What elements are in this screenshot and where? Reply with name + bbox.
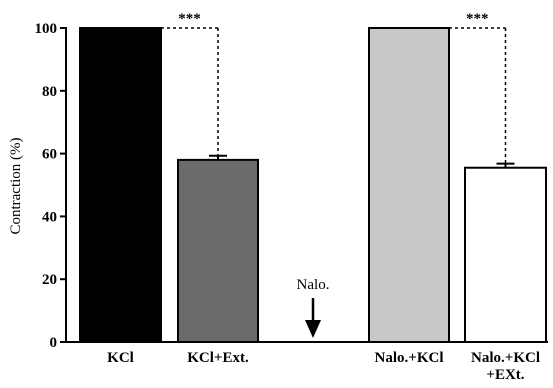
naloxone-annotation: Nalo. xyxy=(297,277,330,338)
down-arrow-icon xyxy=(305,298,321,338)
y-tick-label: 0 xyxy=(50,335,58,351)
significance-label: *** xyxy=(178,11,201,27)
bar-nalo-kcl-ext xyxy=(464,166,547,343)
significance-brackets: *** *** xyxy=(161,11,507,164)
significance-label: *** xyxy=(466,11,489,27)
y-tick-label: 60 xyxy=(42,147,57,163)
x-axis-labels: KCl KCl+Ext. Nalo.+KCl Nalo.+KCl+EXt. xyxy=(107,350,540,383)
naloxone-label: Nalo. xyxy=(297,277,330,293)
x-tick-label-nalo-kcl-ext: +EXt. xyxy=(486,367,524,383)
y-tick-label: 80 xyxy=(42,84,57,100)
x-tick-label-nalo-kcl: Nalo.+KCl xyxy=(375,350,444,366)
bar-kcl xyxy=(79,27,162,343)
x-tick-label-nalo-kcl-ext: Nalo.+KCl xyxy=(471,350,540,366)
bar-kcl-ext xyxy=(177,158,259,343)
y-tick-label: 40 xyxy=(42,209,57,225)
bar-nalo-kcl xyxy=(368,27,450,343)
x-tick-label-kcl: KCl xyxy=(107,350,134,366)
y-tick-label: 100 xyxy=(35,21,58,37)
y-tick-label: 20 xyxy=(42,272,57,288)
y-axis-title: Contraction (%) xyxy=(8,137,24,234)
x-tick-label-kcl-ext: KCl+Ext. xyxy=(187,350,249,366)
bars xyxy=(79,27,547,343)
